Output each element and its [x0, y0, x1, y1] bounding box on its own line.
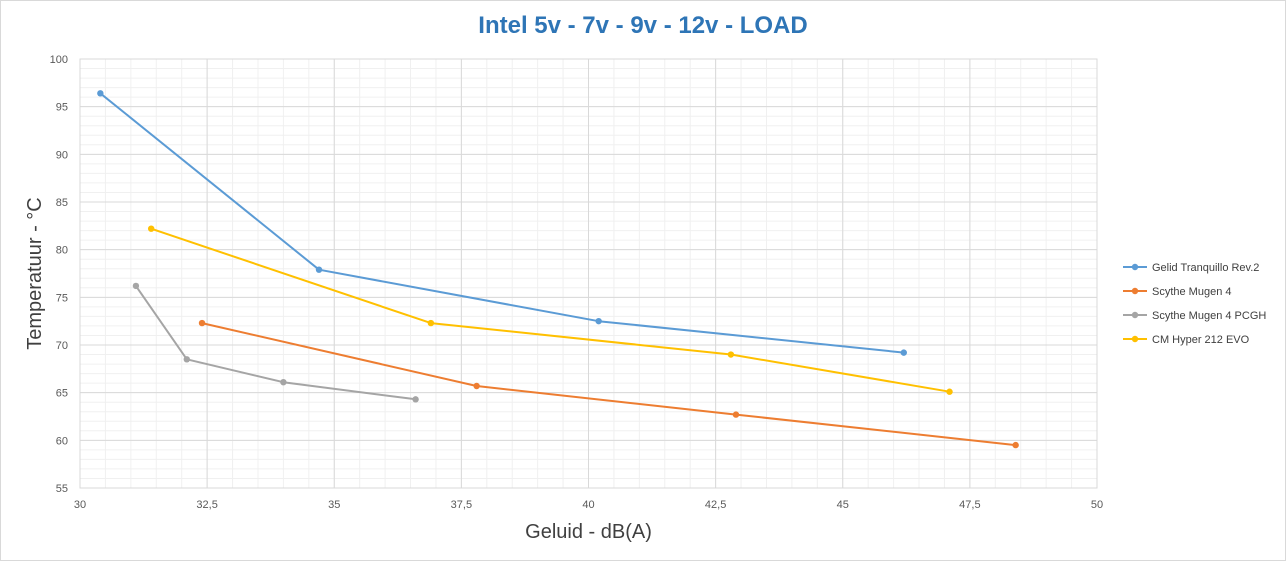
- data-point: [412, 396, 419, 403]
- data-point: [132, 282, 140, 290]
- data-point: [946, 388, 953, 395]
- x-tick-label: 45: [837, 499, 849, 511]
- data-point: [198, 319, 206, 327]
- y-tick-label: 95: [56, 102, 68, 114]
- series-gelid-tranquillo-rev-2: [97, 90, 907, 356]
- x-tick-label: 42,5: [705, 499, 726, 511]
- y-axis-ticks: 55 60 65 70 75 80 85 90 95 100: [50, 54, 68, 495]
- plot-area: [79, 58, 1098, 489]
- data-point: [595, 317, 602, 325]
- x-tick-label: 32,5: [196, 499, 217, 511]
- data-point: [97, 90, 104, 97]
- data-point: [280, 378, 287, 386]
- x-axis-title: Geluid - dB(A): [525, 521, 652, 543]
- x-tick-label: 37,5: [451, 499, 472, 511]
- series-line: [201, 322, 1016, 447]
- x-tick-label: 47,5: [959, 499, 980, 511]
- series-line: [135, 285, 416, 401]
- series-scythe-mugen-4: [198, 319, 1019, 449]
- series-line: [150, 227, 950, 393]
- y-tick-label: 100: [50, 54, 68, 66]
- legend-swatch-marker: [1131, 311, 1139, 319]
- y-tick-label: 65: [56, 388, 68, 400]
- x-tick-label: 30: [74, 499, 86, 511]
- legend-item: Gelid Tranquillo Rev.2: [1123, 262, 1259, 274]
- x-tick-label: 35: [328, 499, 340, 511]
- legend-swatch-marker: [1131, 335, 1139, 343]
- data-point: [732, 411, 740, 418]
- series-cm-hyper-212-evo: [147, 225, 953, 395]
- data-point: [473, 382, 480, 390]
- legend-label: Gelid Tranquillo Rev.2: [1152, 262, 1259, 274]
- legend-item: Scythe Mugen 4: [1123, 286, 1232, 298]
- y-tick-label: 75: [56, 292, 68, 304]
- y-axis-title: Temperatuur - °C: [24, 197, 46, 350]
- y-tick-label: 85: [56, 197, 68, 209]
- data-point: [183, 356, 190, 363]
- series-scythe-mugen-4-pcgh: [132, 282, 419, 403]
- data-point: [427, 319, 435, 327]
- series-line: [99, 92, 904, 354]
- x-tick-label: 50: [1091, 499, 1103, 511]
- data-point: [727, 351, 735, 358]
- legend-swatch-marker: [1131, 287, 1139, 295]
- legend-swatch-marker: [1131, 263, 1139, 271]
- y-tick-label: 80: [56, 245, 68, 257]
- y-tick-label: 90: [56, 149, 68, 161]
- legend-label: Scythe Mugen 4: [1152, 286, 1232, 298]
- chart-title: Intel 5v - 7v - 9v - 12v - LOAD: [478, 12, 808, 39]
- y-tick-label: 60: [56, 435, 68, 447]
- legend-item: CM Hyper 212 EVO: [1123, 334, 1250, 346]
- x-tick-label: 40: [582, 499, 594, 511]
- legend-item: Scythe Mugen 4 PCGH: [1123, 310, 1266, 322]
- y-tick-label: 55: [56, 483, 68, 495]
- x-axis-ticks: 30 32,5 35 37,5 40 42,5 45 47,5 50: [74, 499, 1103, 511]
- y-tick-label: 70: [56, 340, 68, 352]
- series-layer: [97, 90, 1019, 449]
- legend-label: Scythe Mugen 4 PCGH: [1152, 310, 1266, 322]
- data-point: [900, 349, 907, 356]
- legend-label: CM Hyper 212 EVO: [1152, 334, 1250, 346]
- data-point: [315, 266, 323, 273]
- legend: Gelid Tranquillo Rev.2 Scythe Mugen 4 Scyt…: [1123, 262, 1266, 346]
- data-point: [1012, 441, 1019, 449]
- data-point: [147, 225, 155, 232]
